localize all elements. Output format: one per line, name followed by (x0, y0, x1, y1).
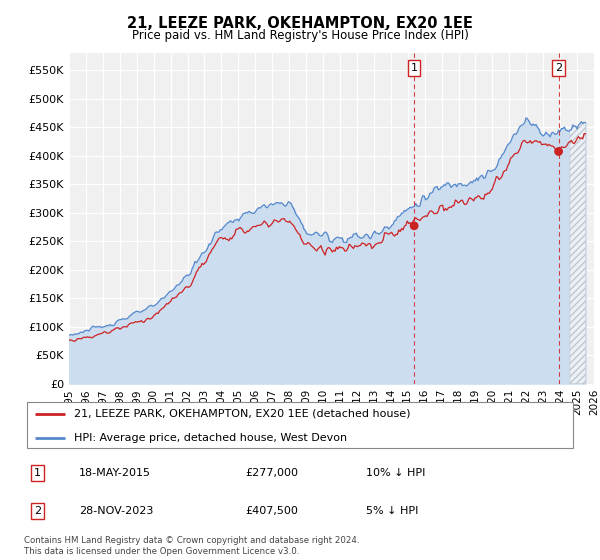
Text: £277,000: £277,000 (245, 468, 298, 478)
Text: 1: 1 (34, 468, 41, 478)
Text: 2: 2 (555, 63, 562, 73)
Point (554, 147, 563, 156)
Text: 21, LEEZE PARK, OKEHAMPTON, EX20 1EE: 21, LEEZE PARK, OKEHAMPTON, EX20 1EE (127, 16, 473, 31)
Text: 28-NOV-2023: 28-NOV-2023 (79, 506, 154, 516)
Text: 10% ↓ HPI: 10% ↓ HPI (366, 468, 425, 478)
Text: £407,500: £407,500 (245, 506, 298, 516)
Text: Contains HM Land Registry data © Crown copyright and database right 2024.
This d: Contains HM Land Registry data © Crown c… (24, 536, 359, 556)
Text: 18-MAY-2015: 18-MAY-2015 (79, 468, 151, 478)
Text: 21, LEEZE PARK, OKEHAMPTON, EX20 1EE (detached house): 21, LEEZE PARK, OKEHAMPTON, EX20 1EE (de… (74, 409, 410, 419)
Text: Price paid vs. HM Land Registry's House Price Index (HPI): Price paid vs. HM Land Registry's House … (131, 29, 469, 42)
Text: 2: 2 (34, 506, 41, 516)
Text: 1: 1 (410, 63, 418, 73)
Point (409, 221, 419, 230)
FancyBboxPatch shape (27, 402, 573, 448)
Text: 5% ↓ HPI: 5% ↓ HPI (366, 506, 419, 516)
Text: HPI: Average price, detached house, West Devon: HPI: Average price, detached house, West… (74, 433, 347, 443)
